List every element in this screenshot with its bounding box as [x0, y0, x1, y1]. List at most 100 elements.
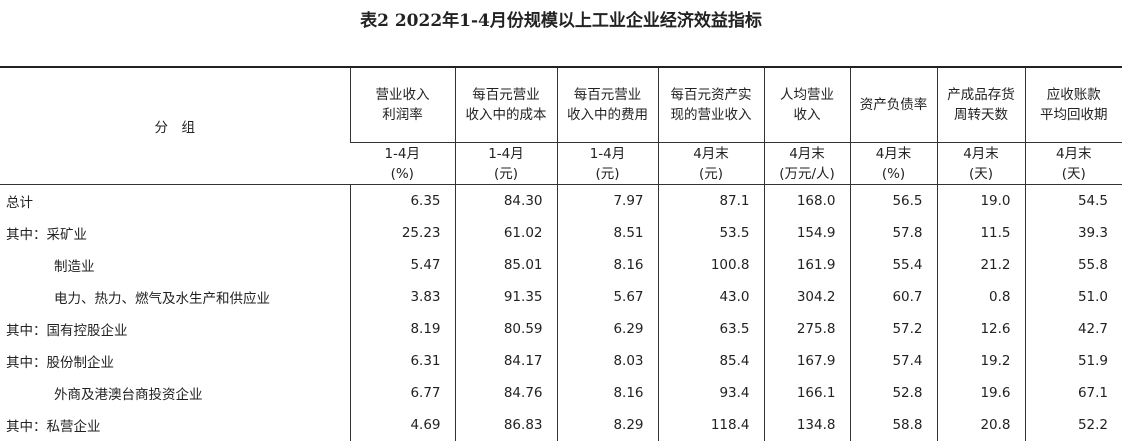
- column-name-line: 收入中的成本: [456, 105, 557, 125]
- cell-value: 154.9: [764, 217, 850, 249]
- cell-value: 304.2: [764, 281, 850, 313]
- table: 分 组营业收入利润率每百元营业收入中的成本每百元营业收入中的费用每百元资产实现的…: [0, 66, 1122, 441]
- cell-value: 19.6: [937, 377, 1025, 409]
- cell-value: 167.9: [764, 345, 850, 377]
- group-header: 分 组: [0, 67, 350, 185]
- cell-value: 7.97: [557, 185, 658, 218]
- cell-value: 58.8: [850, 409, 937, 441]
- row-label: 电力、热力、燃气及水生产和供应业: [0, 281, 350, 313]
- column-unit-line: (%): [851, 164, 937, 184]
- column-unit: 4月末(天): [1025, 143, 1122, 185]
- column-header: 产成品存货周转天数: [937, 67, 1025, 143]
- column-name-line: 产成品存货: [938, 85, 1025, 105]
- column-header: 每百元营业收入中的费用: [557, 67, 658, 143]
- column-unit-line: (万元/人): [765, 164, 850, 184]
- column-unit-line: 1-4月: [558, 144, 658, 164]
- column-header: 每百元营业收入中的成本: [455, 67, 557, 143]
- cell-value: 0.8: [937, 281, 1025, 313]
- column-name-line: 周转天数: [938, 105, 1025, 125]
- cell-value: 161.9: [764, 249, 850, 281]
- cell-value: 25.23: [350, 217, 455, 249]
- cell-value: 84.30: [455, 185, 557, 218]
- column-header: 应收账款平均回收期: [1025, 67, 1122, 143]
- cell-value: 57.8: [850, 217, 937, 249]
- column-name-line: 人均营业: [765, 85, 850, 105]
- row-label: 其中：国有控股企业: [0, 313, 350, 345]
- column-header: 资产负债率: [850, 67, 937, 143]
- cell-value: 53.5: [658, 217, 764, 249]
- cell-value: 80.59: [455, 313, 557, 345]
- cell-value: 8.16: [557, 249, 658, 281]
- cell-value: 86.83: [455, 409, 557, 441]
- column-unit: 1-4月(元): [557, 143, 658, 185]
- cell-value: 85.4: [658, 345, 764, 377]
- cell-value: 100.8: [658, 249, 764, 281]
- cell-value: 56.5: [850, 185, 937, 218]
- column-unit: 1-4月(元): [455, 143, 557, 185]
- cell-value: 43.0: [658, 281, 764, 313]
- column-header: 每百元资产实现的营业收入: [658, 67, 764, 143]
- column-unit: 1-4月(%): [350, 143, 455, 185]
- cell-value: 6.35: [350, 185, 455, 218]
- cell-value: 8.51: [557, 217, 658, 249]
- row-label: 外商及港澳台商投资企业: [0, 377, 350, 409]
- table-header: 分 组营业收入利润率每百元营业收入中的成本每百元营业收入中的费用每百元资产实现的…: [0, 67, 1122, 185]
- cell-value: 91.35: [455, 281, 557, 313]
- cell-value: 8.19: [350, 313, 455, 345]
- cell-value: 20.8: [937, 409, 1025, 441]
- column-name-line: 平均回收期: [1026, 105, 1122, 125]
- cell-value: 8.16: [557, 377, 658, 409]
- cell-value: 8.03: [557, 345, 658, 377]
- column-name-line: 收入: [765, 105, 850, 125]
- column-unit-line: (元): [558, 164, 658, 184]
- cell-value: 42.7: [1025, 313, 1122, 345]
- column-unit-line: (%): [350, 164, 455, 184]
- cell-value: 55.4: [850, 249, 937, 281]
- column-name-line: 收入中的费用: [558, 105, 658, 125]
- cell-value: 61.02: [455, 217, 557, 249]
- cell-value: 57.2: [850, 313, 937, 345]
- column-unit-line: (天): [938, 164, 1025, 184]
- cell-value: 6.31: [350, 345, 455, 377]
- cell-value: 84.76: [455, 377, 557, 409]
- column-header: 营业收入利润率: [350, 67, 455, 143]
- cell-value: 87.1: [658, 185, 764, 218]
- cell-value: 52.8: [850, 377, 937, 409]
- column-unit-line: 1-4月: [350, 144, 455, 164]
- column-unit-line: (元): [456, 164, 557, 184]
- cell-value: 11.5: [937, 217, 1025, 249]
- column-unit-line: 4月末: [938, 144, 1025, 164]
- column-unit-line: (元): [659, 164, 764, 184]
- cell-value: 19.0: [937, 185, 1025, 218]
- column-header: 人均营业收入: [764, 67, 850, 143]
- cell-value: 5.47: [350, 249, 455, 281]
- cell-value: 21.2: [937, 249, 1025, 281]
- cell-value: 39.3: [1025, 217, 1122, 249]
- row-label: 其中：股份制企业: [0, 345, 350, 377]
- cell-value: 60.7: [850, 281, 937, 313]
- cell-value: 51.9: [1025, 345, 1122, 377]
- cell-value: 12.6: [937, 313, 1025, 345]
- cell-value: 19.2: [937, 345, 1025, 377]
- column-name-line: 每百元资产实: [659, 85, 764, 105]
- cell-value: 3.83: [350, 281, 455, 313]
- column-name-line: 每百元营业: [558, 85, 658, 105]
- column-name-line: 营业收入: [351, 85, 455, 105]
- column-unit-line: 4月末: [765, 144, 850, 164]
- row-label: 制造业: [0, 249, 350, 281]
- cell-value: 4.69: [350, 409, 455, 441]
- cell-value: 168.0: [764, 185, 850, 218]
- column-unit-line: 4月末: [659, 144, 764, 164]
- column-name-line: 资产负债率: [851, 95, 937, 115]
- cell-value: 275.8: [764, 313, 850, 345]
- cell-value: 6.29: [557, 313, 658, 345]
- cell-value: 51.0: [1025, 281, 1122, 313]
- column-name-line: 利润率: [351, 105, 455, 125]
